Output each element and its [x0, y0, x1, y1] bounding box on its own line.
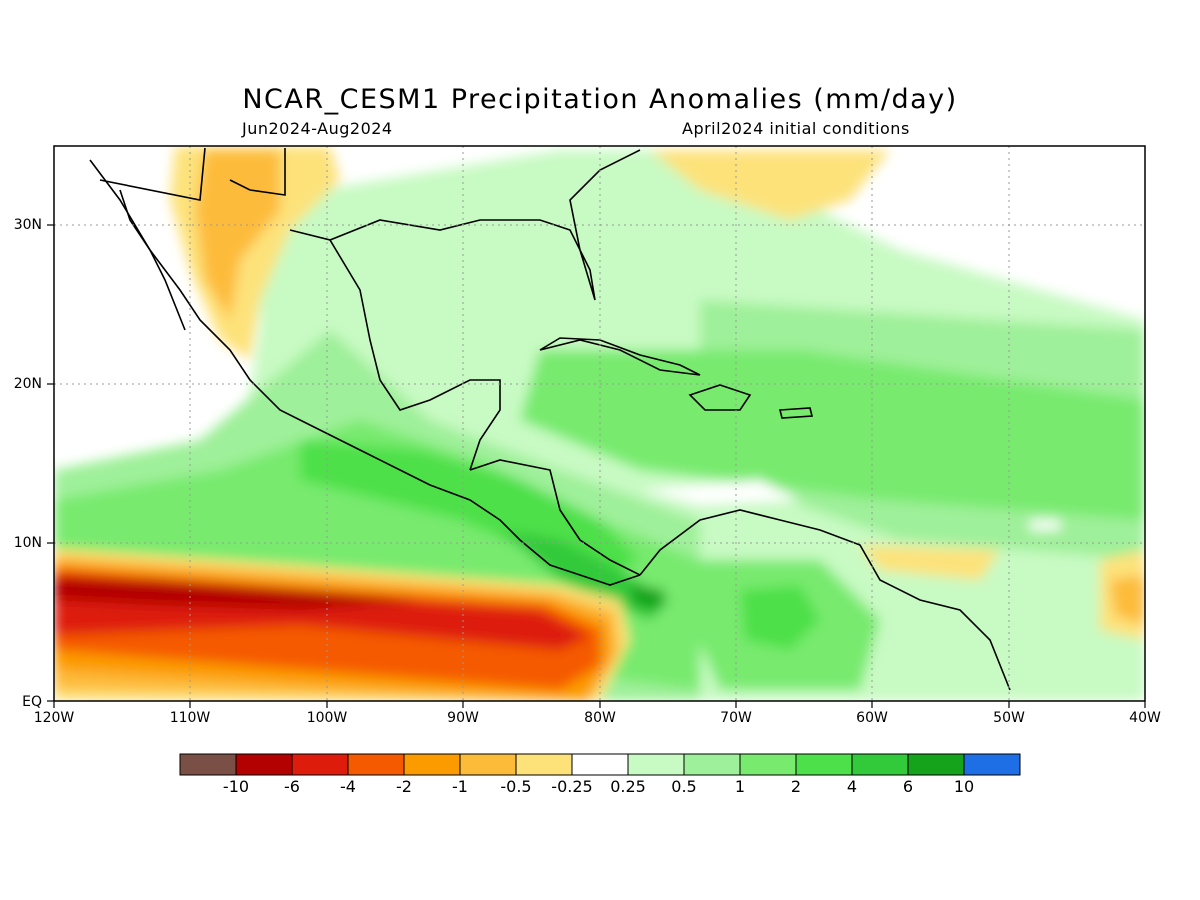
anomaly-field: [54, 146, 1145, 701]
x-tick-label: 120W: [33, 710, 75, 726]
colorbar-swatch: [851, 753, 909, 776]
us-gulf-coast: [329, 149, 641, 301]
colorbar-label: 6: [902, 777, 914, 796]
colorbar-swatch: [347, 753, 405, 776]
x-tick-label: 80W: [584, 710, 616, 726]
colorbar-label: 2: [790, 777, 802, 796]
colorbar-swatch: [571, 753, 629, 776]
colorbar-label: -2: [396, 777, 412, 796]
x-tick-label: 40W: [1129, 710, 1161, 726]
x-tick-label: 100W: [306, 710, 348, 726]
colorbar-swatch: [235, 753, 293, 776]
hispaniola: [688, 384, 752, 411]
colorbar-swatch: [515, 753, 573, 776]
colorbar-label: -1: [452, 777, 468, 796]
colorbar-label: -4: [340, 777, 356, 796]
colorbar-swatch: [683, 753, 741, 776]
colorbar-label: 4: [846, 777, 858, 796]
colorbar-label: -0.5: [500, 777, 532, 796]
gulf-coast: [289, 229, 501, 471]
baja-california: [119, 189, 186, 331]
y-tick-label: 30N: [13, 217, 42, 233]
colorbar-swatch: [403, 753, 461, 776]
x-tick-label: 60W: [856, 710, 888, 726]
colorbar-label: 0.25: [610, 777, 646, 796]
colorbar-label: -0.25: [551, 777, 593, 796]
colorbar-swatch: [459, 753, 517, 776]
map-title: NCAR_CESM1 Precipitation Anomalies (mm/d…: [242, 84, 958, 115]
puerto-rico: [778, 407, 814, 419]
colorbar-label: 10: [953, 777, 975, 796]
mexico-pacific-coast: [89, 159, 641, 586]
colorbar-swatch: [795, 753, 853, 776]
colorbar-swatch: [963, 753, 1021, 776]
x-tick-label: 50W: [993, 710, 1025, 726]
x-tick-label: 70W: [720, 710, 752, 726]
y-tick-label: EQ: [22, 694, 42, 710]
colorbar: [179, 753, 1021, 776]
forecast-period: Jun2024-Aug2024: [242, 119, 393, 138]
colorbar-label: 1: [734, 777, 746, 796]
colorbar-swatch: [907, 753, 965, 776]
y-tick-label: 20N: [13, 376, 42, 392]
central-america-caribbean: [469, 459, 641, 576]
south-america-coast: [639, 509, 1011, 691]
colorbar-label: 0.5: [671, 777, 697, 796]
us-border: [99, 147, 286, 201]
x-tick-label: 90W: [447, 710, 479, 726]
initial-conditions: April2024 initial conditions: [682, 119, 910, 138]
coastlines: [89, 147, 1011, 691]
axis-ticks: [47, 224, 1146, 708]
colorbar-swatch: [627, 753, 685, 776]
colorbar-swatch: [739, 753, 797, 776]
colorbar-swatch: [291, 753, 349, 776]
grid-lines: [54, 146, 1145, 701]
colorbar-swatch: [179, 753, 237, 776]
colorbar-label: -10: [222, 777, 250, 796]
x-tick-label: 110W: [169, 710, 211, 726]
y-tick-label: 10N: [13, 535, 42, 551]
colorbar-label: -6: [284, 777, 300, 796]
